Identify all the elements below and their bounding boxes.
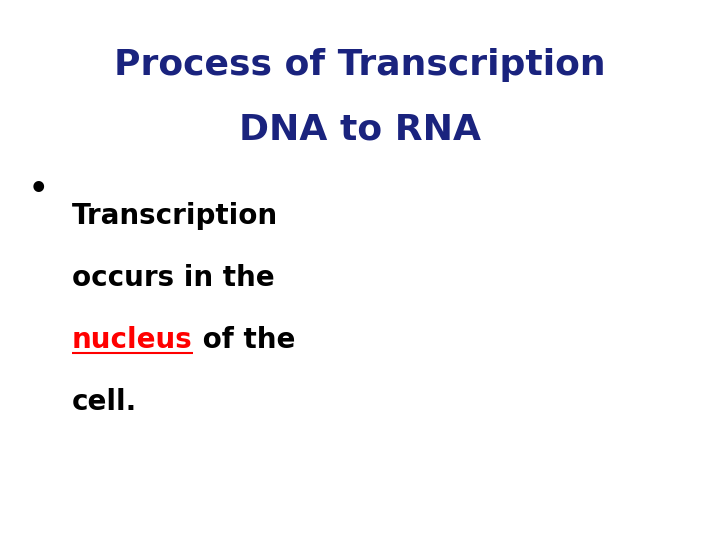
Text: cell.: cell. [72,388,138,416]
Text: occurs in the: occurs in the [72,264,274,292]
Text: DNA to RNA: DNA to RNA [239,113,481,146]
Text: •: • [29,174,48,204]
Text: Process of Transcription: Process of Transcription [114,48,606,82]
Text: nucleus: nucleus [72,326,193,354]
Text: Transcription: Transcription [72,202,278,230]
Text: of the: of the [193,326,295,354]
